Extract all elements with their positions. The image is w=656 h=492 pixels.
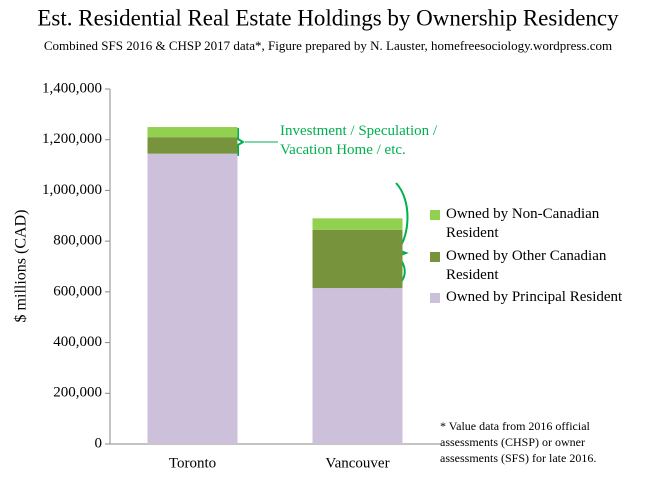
legend-label: Owned by Other Canadian Resident	[446, 248, 607, 283]
bracket	[230, 128, 245, 156]
bar-segment	[147, 137, 238, 154]
y-tick-label: 400,000	[53, 334, 102, 350]
y-tick-label: 200,000	[53, 385, 102, 401]
y-axis-label: $ millions (CAD)	[13, 210, 30, 323]
y-tick-label: 1,200,000	[42, 131, 102, 147]
y-tick-label: 800,000	[53, 233, 102, 249]
bar-segment	[312, 229, 403, 289]
bar-segment	[147, 153, 238, 445]
y-tick-label: 1,000,000	[42, 182, 102, 198]
y-tick-label: 600,000	[53, 283, 102, 299]
legend-swatch	[430, 252, 440, 262]
legend-label: Owned by Principal Resident	[446, 289, 623, 305]
annotation: Investment / Speculation / Vacation Home…	[280, 123, 438, 158]
x-tick-label: Toronto	[169, 455, 216, 471]
chart-subtitle: Combined SFS 2016 & CHSP 2017 data*, Fig…	[44, 38, 612, 53]
chart-title: Est. Residential Real Estate Holdings by…	[37, 5, 619, 30]
y-tick-label: 1,400,000	[42, 80, 102, 96]
bar-segment	[147, 127, 238, 138]
x-tick-label: Vancouver	[325, 455, 389, 471]
y-tick-label: 0	[95, 435, 103, 451]
bar-segment	[312, 218, 403, 230]
legend-swatch	[430, 293, 440, 303]
bar-segment	[312, 288, 403, 444]
footnote: * Value data from 2016 official assessme…	[440, 419, 597, 465]
legend-label: Owned by Non-Canadian Resident	[446, 206, 600, 241]
legend-swatch	[430, 210, 440, 220]
